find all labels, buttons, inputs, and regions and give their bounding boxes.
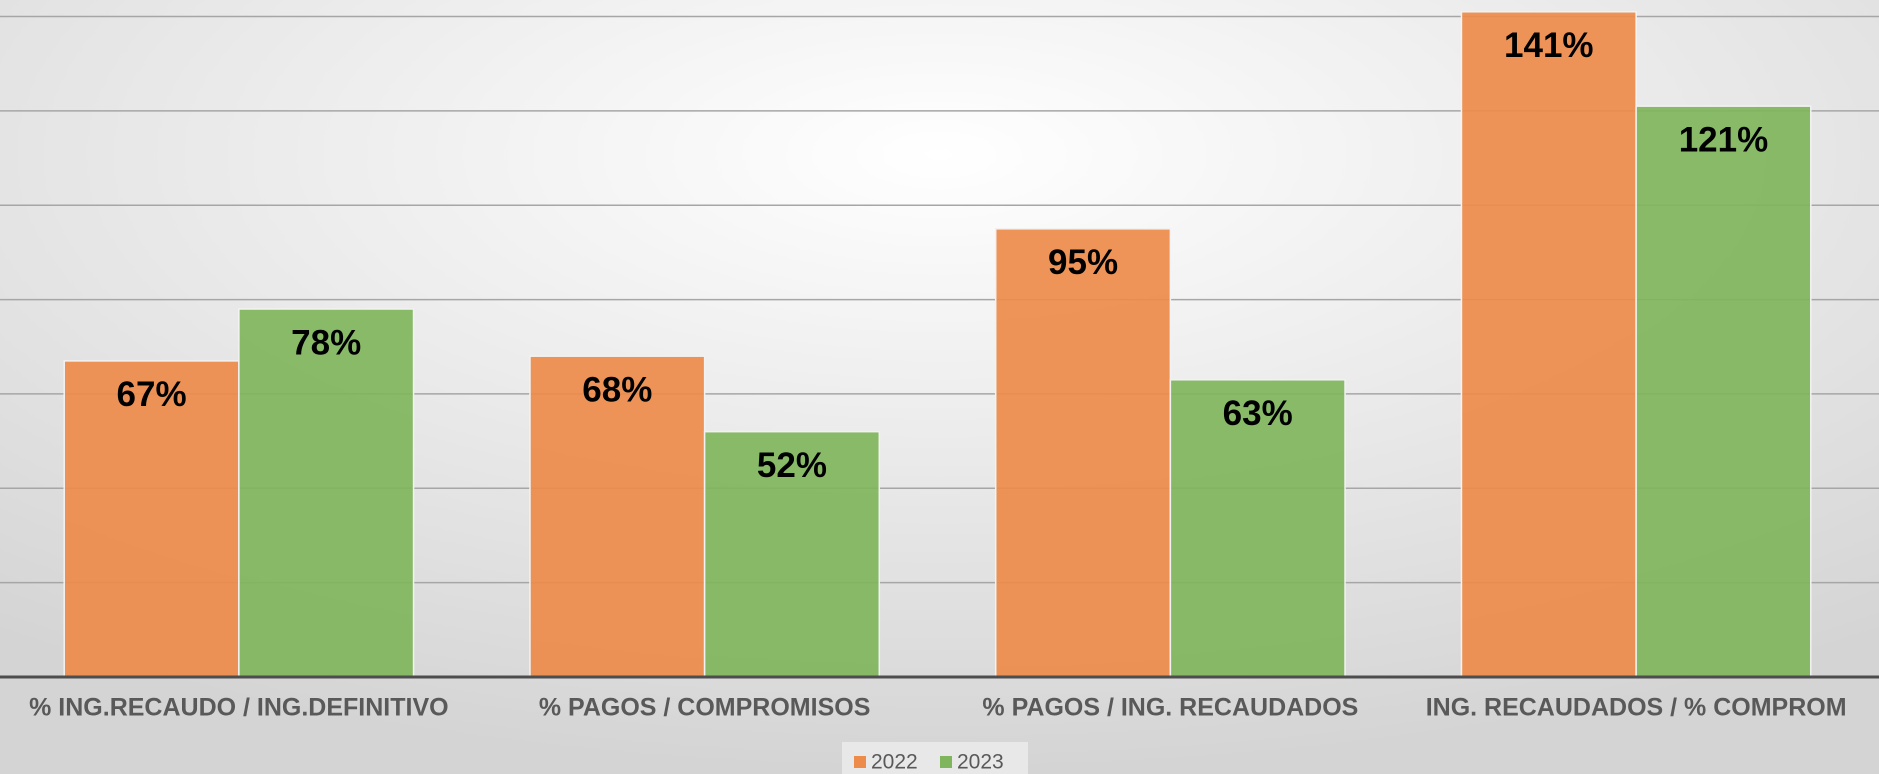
- value-label: 95%: [1048, 243, 1118, 282]
- legend-box: [842, 742, 1028, 774]
- value-label: 121%: [1679, 120, 1769, 159]
- value-label: 52%: [757, 446, 827, 485]
- bar: [1460, 11, 1637, 678]
- value-label: 63%: [1223, 394, 1293, 433]
- bar: [994, 228, 1172, 678]
- bar: [63, 360, 240, 678]
- value-label: 78%: [291, 323, 361, 362]
- x-tick-label: ING. RECAUDADOS / % COMPROM: [1426, 694, 1847, 722]
- legend-swatch: [940, 756, 952, 768]
- value-label: 141%: [1504, 26, 1594, 65]
- bar: [1635, 105, 1812, 678]
- legend-label: 2022: [871, 751, 918, 774]
- value-label: 67%: [117, 375, 187, 414]
- bar: [1169, 379, 1346, 678]
- bar: [238, 308, 415, 678]
- x-tick-label: % PAGOS / ING. RECAUDADOS: [982, 694, 1358, 722]
- bar: [529, 355, 706, 678]
- legend-label: 2023: [957, 751, 1004, 774]
- x-tick-label: % PAGOS / COMPROMISOS: [539, 694, 871, 722]
- value-label: 68%: [582, 370, 652, 409]
- legend-swatch: [854, 756, 866, 768]
- bar: [703, 430, 881, 678]
- x-tick-label: % ING.RECAUDO / ING.DEFINITIVO: [29, 694, 448, 722]
